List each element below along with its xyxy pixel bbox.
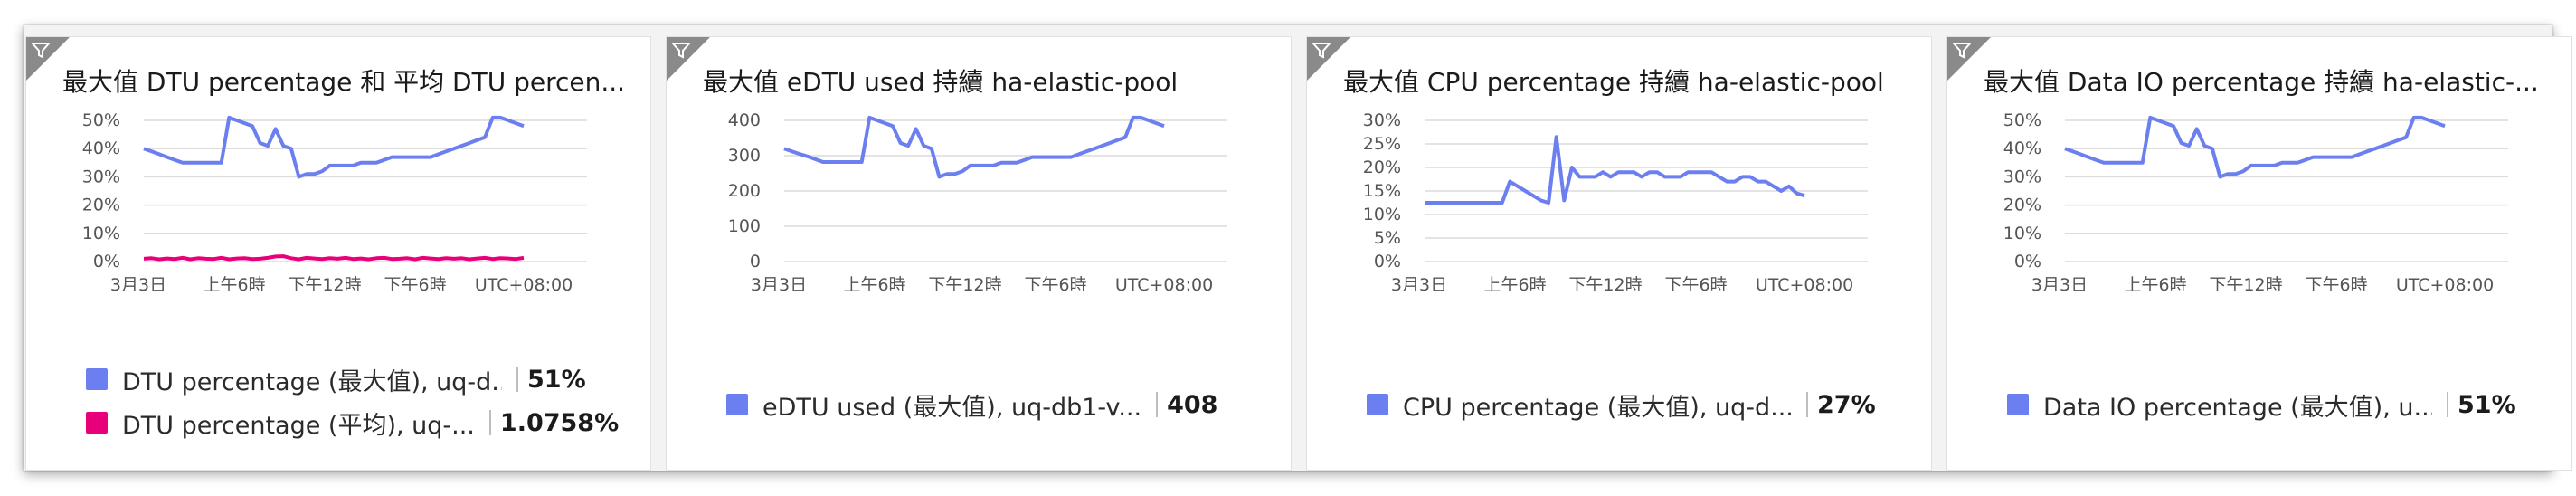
- legend-value: 1.0758%: [499, 408, 620, 437]
- y-tick-label: 10%: [1363, 205, 1401, 224]
- y-tick-label: 50%: [2003, 110, 2041, 130]
- legend-value: 408: [1167, 390, 1218, 419]
- legend-item[interactable]: DTU percentage (最大值), uq-d... 51%: [86, 363, 586, 396]
- legend-separator: [1156, 392, 1159, 417]
- legend-item[interactable]: CPU percentage (最大值), uq-d... 27%: [1367, 388, 1876, 422]
- legend-swatch: [86, 412, 108, 434]
- tile-cpu-percentage[interactable]: 最大值 CPU percentage 持續 ha-elastic-pool 30…: [1306, 36, 1932, 471]
- legend-label: CPU percentage (最大值), uq-d...: [1403, 393, 1792, 422]
- y-tick-label: 40%: [2003, 138, 2041, 158]
- y-tick-label: 30%: [2003, 167, 2041, 186]
- legend-value: 51%: [2458, 390, 2516, 419]
- y-tick-label: 40%: [82, 138, 120, 158]
- series-line: [2064, 115, 2446, 179]
- legend-label: DTU percentage (最大值), uq-d...: [122, 367, 502, 396]
- y-tick-label: 0%: [2014, 252, 2041, 272]
- y-tick-label: 10%: [82, 224, 120, 243]
- y-tick-label: 0%: [1374, 252, 1401, 272]
- x-tick-label: 下午6時: [2305, 275, 2367, 291]
- legend-label: DTU percentage (平均), uq-...: [122, 411, 475, 440]
- tile-dtu-percentage[interactable]: 最大值 DTU percentage 和 平均 DTU percen... 50…: [25, 36, 651, 471]
- x-tick-label: 下午12時: [2209, 275, 2282, 291]
- y-tick-label: 100: [728, 216, 761, 236]
- x-tick-label: 上午6時: [203, 275, 265, 291]
- legend-value: 51%: [527, 365, 586, 394]
- tile-title[interactable]: 最大值 Data IO percentage 持續 ha-elastic-...: [1984, 67, 2539, 97]
- series-line: [143, 254, 525, 262]
- line-chart: 30% 25% 20% 15% 10% 5% 0% 3月3日 上午6時 下午12時 下午6時 UTC+…: [1363, 110, 1868, 291]
- y-tick-label: 50%: [82, 110, 120, 130]
- y-tick-label: 25%: [1363, 134, 1401, 154]
- dashboard-frame: 最大值 DTU percentage 和 平均 DTU percen... 50…: [24, 25, 2572, 471]
- legend-item[interactable]: eDTU used (最大值), uq-db1-v... 408: [726, 388, 1218, 422]
- legend-item[interactable]: Data IO percentage (最大值), u... 51%: [2007, 388, 2516, 422]
- tile-edtu-used[interactable]: 最大值 eDTU used 持續 ha-elastic-pool 400 300 2…: [666, 36, 1292, 471]
- legend-separator: [2447, 392, 2448, 417]
- tile-title[interactable]: 最大值 CPU percentage 持續 ha-elastic-pool: [1343, 67, 1884, 97]
- legend-swatch: [2007, 394, 2029, 415]
- x-tick-label: 3月3日: [1391, 275, 1447, 291]
- x-tick-label: UTC+08:00: [1756, 275, 1853, 291]
- line-chart: 400 300 200 100 0 3月3日 上午6時 下午12時 下午6時 UTC+08:00: [728, 110, 1227, 291]
- x-tick-label: 上午6時: [2124, 275, 2186, 291]
- legend-separator: [1806, 392, 1808, 417]
- y-tick-label: 15%: [1363, 181, 1401, 201]
- series-line: [143, 115, 525, 179]
- y-tick-label: 300: [728, 146, 761, 166]
- x-tick-label: 下午12時: [928, 275, 1001, 291]
- filter-icon[interactable]: [672, 43, 690, 59]
- legend-swatch: [86, 368, 108, 390]
- legend-separator: [488, 410, 491, 435]
- legend-separator: [516, 367, 518, 392]
- y-tick-label: 30%: [82, 167, 120, 186]
- y-tick-label: 10%: [2003, 224, 2041, 243]
- series-line: [783, 115, 1165, 179]
- x-tick-label: 3月3日: [110, 275, 166, 291]
- legend-item[interactable]: DTU percentage (平均), uq-... 1.0758%: [86, 406, 620, 440]
- filter-icon[interactable]: [32, 43, 50, 59]
- x-tick-label: 3月3日: [751, 275, 807, 291]
- y-tick-label: 0%: [93, 252, 120, 272]
- series-line: [1425, 135, 1805, 205]
- x-tick-label: 下午12時: [288, 275, 361, 291]
- x-tick-label: 下午6時: [384, 275, 446, 291]
- tile-title[interactable]: 最大值 eDTU used 持續 ha-elastic-pool: [703, 67, 1179, 97]
- line-chart: 50% 40% 30% 20% 10% 0% 3月3日 上午6時 下午12時 下午6時 UTC+08…: [2003, 110, 2508, 291]
- line-chart: 50% 40% 30% 20% 10% 0% 3月3日 上午6時 下午12時 下午6時 UTC+08…: [82, 110, 587, 291]
- x-tick-label: 上午6時: [843, 275, 905, 291]
- tile-data-io-percentage[interactable]: 最大值 Data IO percentage 持續 ha-elastic-...…: [1946, 36, 2572, 471]
- x-tick-label: UTC+08:00: [2396, 275, 2494, 291]
- y-tick-label: 200: [728, 181, 761, 201]
- y-tick-label: 20%: [2003, 196, 2041, 215]
- legend-swatch: [726, 394, 748, 415]
- legend-label: eDTU used (最大值), uq-db1-v...: [762, 393, 1142, 422]
- x-tick-label: 下午6時: [1664, 275, 1727, 291]
- x-tick-label: 3月3日: [2031, 275, 2088, 291]
- legend-label: Data IO percentage (最大值), u...: [2043, 393, 2432, 422]
- y-tick-label: 400: [728, 110, 761, 130]
- y-tick-label: 30%: [1363, 110, 1401, 130]
- legend-value: 27%: [1817, 390, 1876, 419]
- x-tick-label: UTC+08:00: [1115, 275, 1213, 291]
- filter-icon[interactable]: [1312, 43, 1331, 59]
- x-tick-label: 下午6時: [1024, 275, 1086, 291]
- x-tick-label: UTC+08:00: [475, 275, 573, 291]
- y-tick-label: 0: [750, 252, 761, 272]
- y-tick-label: 20%: [1363, 157, 1401, 177]
- y-tick-label: 20%: [82, 196, 120, 215]
- x-tick-label: 下午12時: [1568, 275, 1642, 291]
- y-tick-label: 5%: [1374, 228, 1401, 248]
- x-tick-label: 上午6時: [1483, 275, 1546, 291]
- legend-swatch: [1367, 394, 1388, 415]
- tile-title[interactable]: 最大值 DTU percentage 和 平均 DTU percen...: [62, 67, 626, 97]
- filter-icon[interactable]: [1953, 43, 1971, 59]
